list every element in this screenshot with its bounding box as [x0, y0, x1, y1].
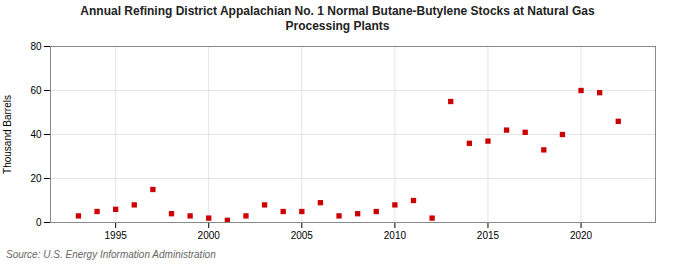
svg-text:2010: 2010	[384, 230, 407, 241]
svg-text:2020: 2020	[570, 230, 593, 241]
svg-text:20: 20	[30, 173, 42, 184]
svg-text:2000: 2000	[198, 230, 221, 241]
html-text:Annual Refining District Appal: Annual Refining District Appalachian No.…	[80, 4, 595, 33]
svg-text:1995: 1995	[105, 230, 128, 241]
svg-text:2015: 2015	[477, 230, 500, 241]
svg-text:80: 80	[30, 41, 42, 52]
svg-text:60: 60	[30, 85, 42, 96]
svg-text:0: 0	[36, 217, 42, 228]
html-text:Source: U.S. Energy Informatio: Source: U.S. Energy Information Administ…	[6, 249, 216, 260]
svg-text:40: 40	[30, 129, 42, 140]
svg-text:2005: 2005	[291, 230, 314, 241]
svg-text:Thousand Barrels: Thousand Barrels	[2, 95, 13, 174]
